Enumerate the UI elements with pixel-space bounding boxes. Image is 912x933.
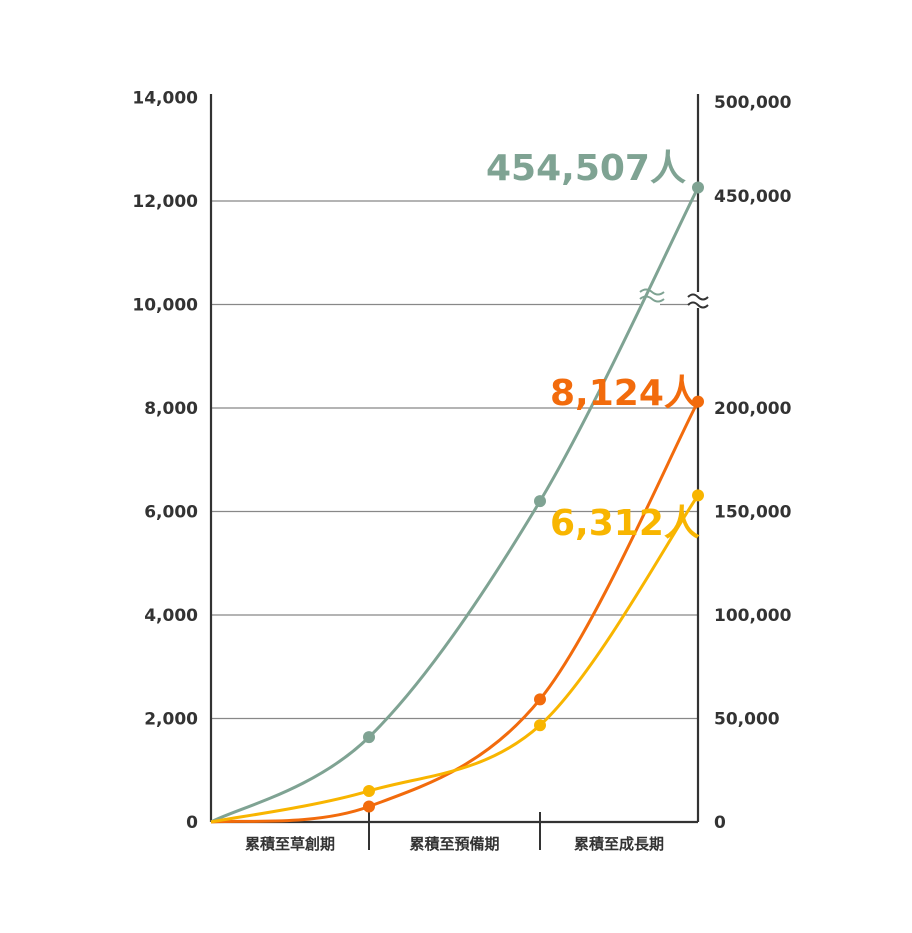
series-line bbox=[210, 494, 700, 824]
right-tick-label: 150,000 bbox=[714, 503, 792, 523]
left-tick-label: 14,000 bbox=[132, 89, 198, 109]
right-tick-label: 50,000 bbox=[714, 710, 780, 730]
legend-series-public-advocacy: 大眾倡議 bbox=[858, 115, 889, 228]
category-label: 累積至預備期 bbox=[409, 835, 499, 853]
right-tick-label: 0 bbox=[714, 813, 726, 833]
right-tick-label: 200,000 bbox=[714, 399, 792, 419]
axis-break-icon bbox=[687, 293, 709, 309]
series-line bbox=[210, 400, 700, 824]
series-line bbox=[210, 186, 700, 824]
left-tick-label: 2,000 bbox=[144, 710, 198, 730]
data-point bbox=[534, 693, 546, 706]
end-value-label: 6,312人 bbox=[550, 503, 700, 544]
category-label: 累積至草創期 bbox=[245, 835, 335, 853]
right-tick-label: 100,000 bbox=[714, 606, 792, 626]
data-point bbox=[363, 800, 375, 813]
data-point bbox=[534, 719, 546, 732]
data-point bbox=[363, 784, 375, 797]
right-tick-label: 450,000 bbox=[714, 187, 792, 207]
series-break-icon bbox=[639, 288, 665, 303]
data-point bbox=[692, 181, 704, 194]
left-tick-label: 10,000 bbox=[132, 296, 198, 316]
legend-series-youth-talent: 青年和在地人才培育 bbox=[29, 125, 61, 378]
left-tick-label: 0 bbox=[186, 813, 198, 833]
category-label: 累積至成長期 bbox=[574, 835, 664, 853]
data-point bbox=[692, 489, 704, 502]
end-value-label: 454,507人 bbox=[486, 148, 686, 189]
left-tick-label: 8,000 bbox=[144, 399, 198, 419]
left-tick-label: 6,000 bbox=[144, 503, 198, 523]
left-tick-label: 12,000 bbox=[132, 192, 198, 212]
right-tick-label: 500,000 bbox=[714, 93, 792, 113]
data-point bbox=[363, 731, 375, 744]
legend-series-applications: 計畫申請和錄取 bbox=[29, 466, 61, 663]
data-point bbox=[692, 395, 704, 408]
end-value-label: 8,124人 bbox=[550, 373, 700, 414]
data-point bbox=[534, 495, 546, 508]
left-tick-label: 4,000 bbox=[144, 606, 198, 626]
